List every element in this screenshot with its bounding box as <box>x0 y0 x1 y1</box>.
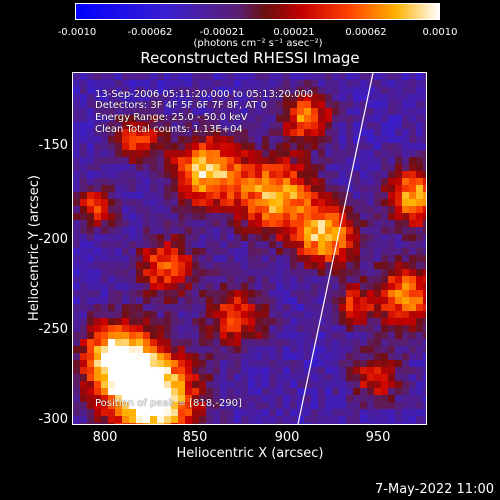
colorbar-tick-4: 0.00062 <box>345 27 387 38</box>
colorbar-tick-2: -0.00021 <box>199 27 245 38</box>
plot-title: Reconstructed RHESSI Image <box>140 49 360 67</box>
image-plot <box>72 72 427 425</box>
colorbar-tick-5: 0.0010 <box>422 27 458 38</box>
x-tick-label: 800 <box>92 430 118 445</box>
colorbar-tick-0: -0.0010 <box>57 27 97 38</box>
annotation-detectors: Detectors: 3F 4F 5F 6F 7F 8F, AT 0 <box>95 100 267 111</box>
x-tick-label: 950 <box>365 430 391 445</box>
y-tick-label: -300 <box>38 412 68 427</box>
x-tick-label: 900 <box>274 430 300 445</box>
x-tick-label: 850 <box>182 430 208 445</box>
annotation-peak: Position of peak = [818,-290] <box>95 398 242 409</box>
solar-limb-line <box>297 73 374 424</box>
colorbar <box>75 3 440 20</box>
heatmap-image <box>73 73 426 424</box>
y-tick-label: -200 <box>38 232 68 247</box>
annotation-time: 13-Sep-2006 05:11:20.000 to 05:13:20.000 <box>95 89 314 100</box>
colorbar-tick-3: 0.00021 <box>273 27 315 38</box>
y-tick-label: -150 <box>38 138 68 153</box>
colorbar-ticks <box>75 20 440 25</box>
y-tick-label: -250 <box>38 322 68 337</box>
timestamp: 7-May-2022 11:00 <box>375 482 494 497</box>
annotation-energy: Energy Range: 25.0 - 50.0 keV <box>95 112 248 123</box>
x-axis-label: Heliocentric X (arcsec) <box>176 446 324 461</box>
colorbar-tick-1: -0.00062 <box>127 27 173 38</box>
y-axis-label: Heliocentric Y (arcsec) <box>27 175 42 321</box>
annotation-clean: Clean Total counts: 1.13E+04 <box>95 124 243 135</box>
colorbar-units: (photons cm⁻² s⁻¹ asec⁻²) <box>193 38 323 49</box>
